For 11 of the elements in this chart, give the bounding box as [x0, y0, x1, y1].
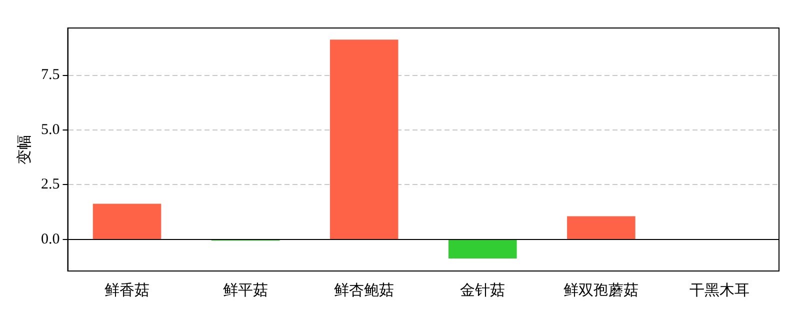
x-tick-label: 鲜香菇: [104, 282, 150, 299]
x-tick-label: 鲜杏鲍菇: [334, 282, 394, 299]
y-tick-label: 5.0: [41, 122, 60, 138]
y-tick-label: 2.5: [41, 176, 60, 193]
x-tick-label: 鲜平菇: [223, 282, 268, 299]
x-tick-label: 干黑木耳: [690, 282, 750, 299]
x-tick-label: 金针菇: [460, 282, 506, 299]
y-axis-title: 变幅: [16, 134, 33, 164]
x-tick-label: 鲜双孢蘑菇: [564, 282, 639, 299]
y-tick-label: 7.5: [41, 67, 60, 84]
y-tick-label: 0.0: [41, 231, 60, 248]
